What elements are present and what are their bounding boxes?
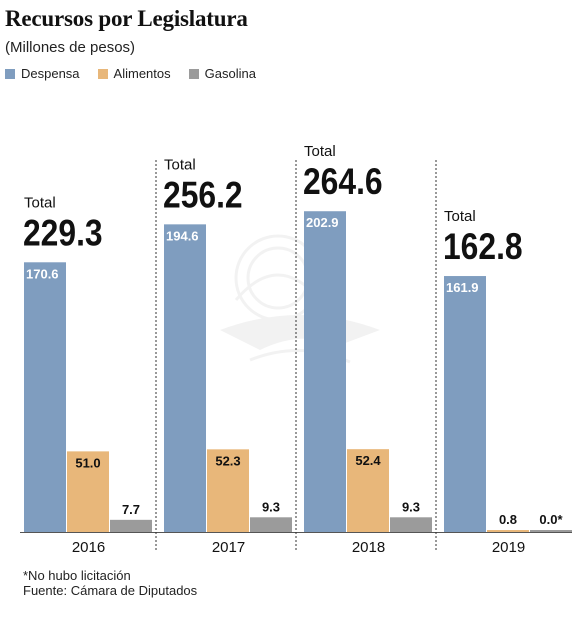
bar-alimentos-2016 [67,451,109,532]
bar-alimentos-2019 [487,530,529,532]
data-label-alimentos-2016: 51.0 [75,455,100,470]
data-label-despensa-2018: 202.9 [306,215,339,230]
bar-gasolina-2018 [390,517,432,532]
legend-item-alimentos: Alimentos [97,66,171,81]
legend-swatch-alimentos [97,68,108,79]
data-label-alimentos-2017: 52.3 [215,453,240,468]
data-label-gasolina-2018: 9.3 [402,499,420,514]
bar-alimentos-2017 [207,449,249,532]
legend-item-gasolina: Gasolina [188,66,256,81]
bar-gasolina-2016 [110,519,152,532]
legend-label-gasolina: Gasolina [204,66,256,81]
bar-gasolina-2019 [530,530,572,532]
bar-gasolina-2017 [250,517,292,532]
total-value-2017: 256.2 [163,175,243,216]
data-label-despensa-2019: 161.9 [446,280,479,295]
data-label-alimentos-2019: 0.8 [499,512,517,527]
bar-despensa-2019 [444,276,486,532]
chart-title: Recursos por Legislatura [5,6,248,31]
x-tick-label-2019: 2019 [492,539,525,556]
notes: *No hubo licitación Fuente: Cámara de Di… [23,568,197,598]
bar-despensa-2016 [24,262,66,532]
data-label-gasolina-2017: 9.3 [262,499,280,514]
watermark-seal-icon [220,234,380,364]
legend-item-despensa: Despensa [5,66,80,81]
data-label-despensa-2017: 194.6 [166,228,199,243]
total-value-2019: 162.8 [443,227,523,268]
total-label-2019: Total [444,208,476,225]
legend-swatch-gasolina [188,68,199,79]
total-value-2018: 264.6 [303,162,383,203]
total-label-2016: Total [24,194,56,211]
bar-alimentos-2018 [347,449,389,532]
data-label-alimentos-2018: 52.4 [355,453,381,468]
total-value-2016: 229.3 [23,213,103,254]
legend: Despensa Alimentos Gasolina [5,66,274,81]
legend-label-alimentos: Alimentos [113,66,171,81]
x-tick-label-2017: 2017 [212,539,245,556]
data-label-despensa-2016: 170.6 [26,266,59,281]
x-tick-label-2018: 2018 [352,539,385,556]
data-label-gasolina-2019: 0.0* [539,512,563,527]
bar-despensa-2018 [304,211,346,532]
data-label-gasolina-2016: 7.7 [122,502,140,517]
x-tick-label-2016: 2016 [72,539,105,556]
footnote: *No hubo licitación [23,568,131,583]
legend-label-despensa: Despensa [21,66,80,81]
chart-subtitle: (Millones de pesos) [5,39,136,56]
total-label-2017: Total [164,156,196,173]
legend-swatch-despensa [5,68,15,79]
bar-despensa-2017 [164,224,206,532]
source-note: Fuente: Cámara de Diputados [23,583,198,598]
total-label-2018: Total [304,143,336,160]
